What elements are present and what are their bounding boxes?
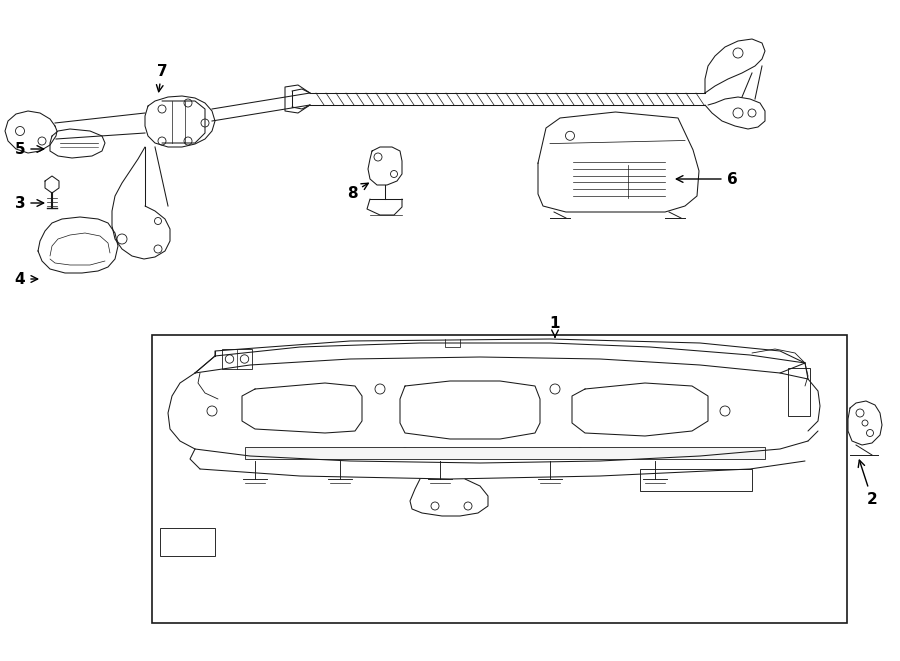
Text: 8: 8 bbox=[346, 183, 368, 200]
Text: 4: 4 bbox=[14, 272, 38, 286]
Text: 7: 7 bbox=[157, 63, 167, 92]
Bar bbox=[152, 335, 847, 623]
Text: 3: 3 bbox=[14, 196, 44, 210]
Bar bbox=[788, 368, 810, 416]
Bar bbox=[160, 528, 215, 556]
Text: 1: 1 bbox=[550, 315, 560, 337]
Bar bbox=[640, 469, 752, 491]
Text: 6: 6 bbox=[676, 171, 737, 186]
Text: 2: 2 bbox=[859, 460, 877, 506]
Bar bbox=[222, 349, 252, 369]
Bar bbox=[245, 447, 765, 459]
Text: 5: 5 bbox=[14, 141, 44, 157]
